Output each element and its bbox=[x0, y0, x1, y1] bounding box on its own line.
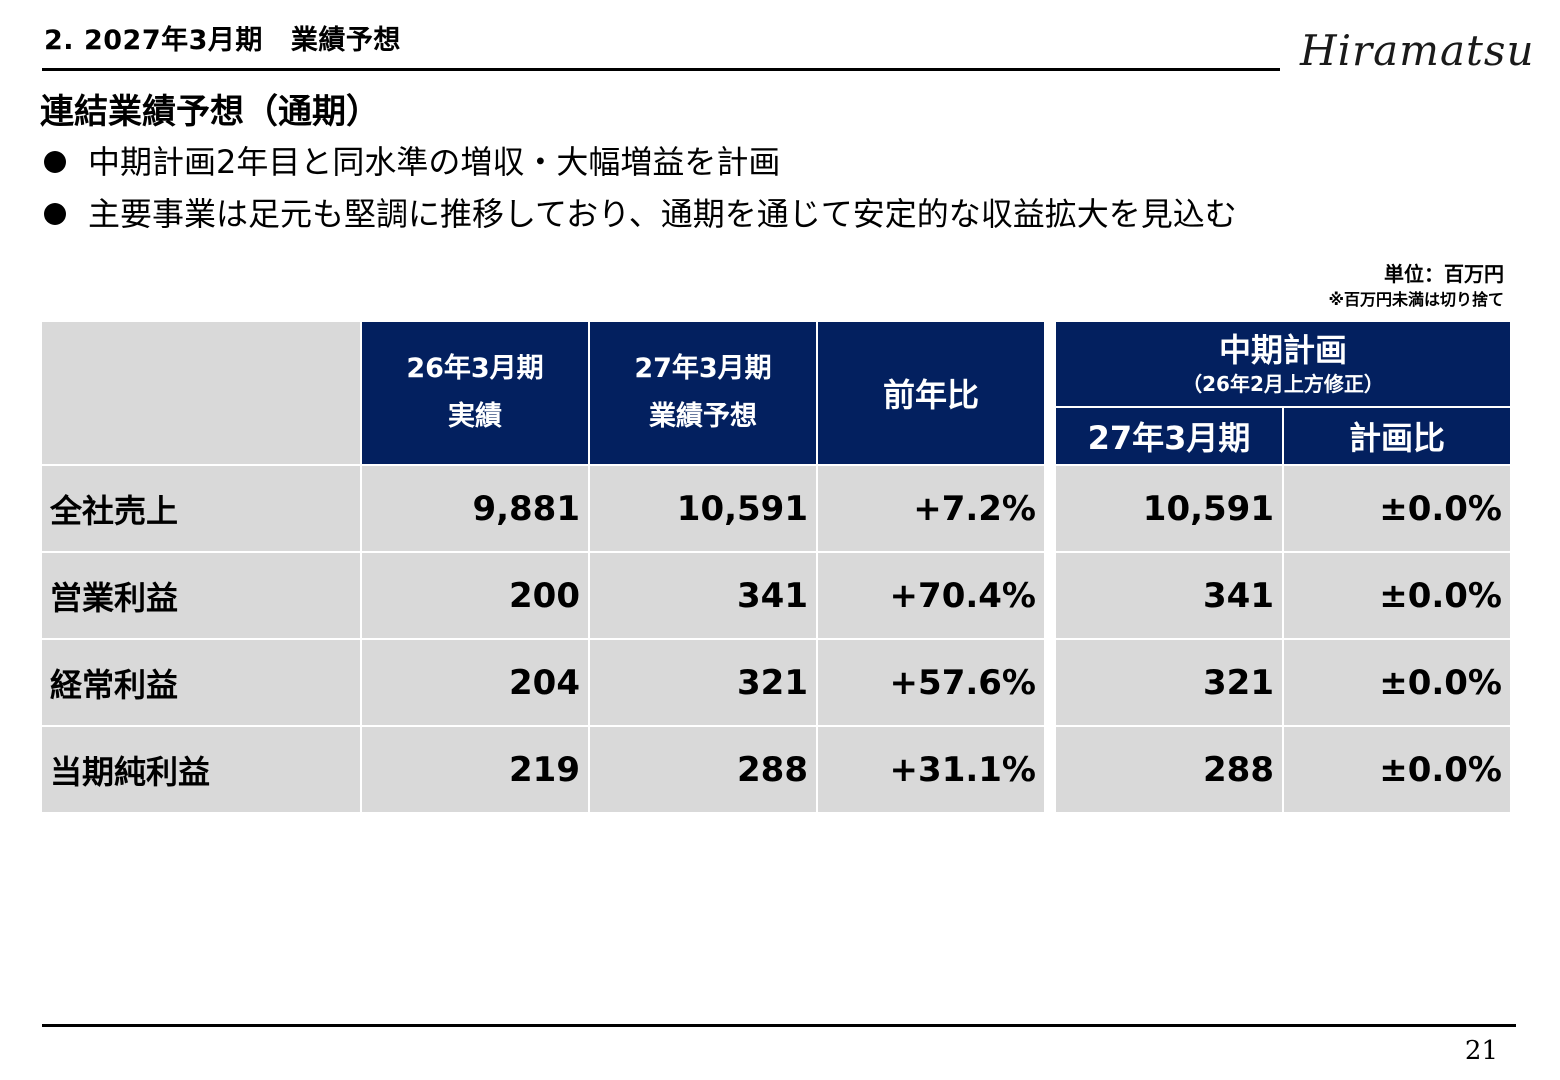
header-yoy: 前年比 bbox=[818, 322, 1044, 464]
section-title: 業績予想 bbox=[290, 25, 401, 56]
value-fy27: 10,591 bbox=[590, 466, 816, 551]
value-plan: 288 bbox=[1056, 727, 1282, 812]
header-divider bbox=[42, 68, 1280, 71]
value-fy26: 200 bbox=[362, 553, 588, 638]
value-yoy: +31.1% bbox=[818, 727, 1044, 812]
value-vs-plan: ±0.0% bbox=[1284, 640, 1510, 725]
value-yoy: +70.4% bbox=[818, 553, 1044, 638]
value-fy27: 341 bbox=[590, 553, 816, 638]
row-label: 営業利益 bbox=[42, 553, 360, 638]
unit-label: 単位：百万円 bbox=[1384, 262, 1504, 286]
unit-note: 単位：百万円 ※百万円未満は切り捨て bbox=[1328, 260, 1504, 312]
value-plan: 321 bbox=[1056, 640, 1282, 725]
value-fy26: 204 bbox=[362, 640, 588, 725]
value-vs-plan: ±0.0% bbox=[1284, 466, 1510, 551]
section-period: 2027年3月期 bbox=[83, 25, 263, 56]
header-fy26-actual: 26年3月期 実績 bbox=[362, 322, 588, 464]
bullet-dot-icon bbox=[44, 203, 66, 225]
page-number: 21 bbox=[1464, 1036, 1498, 1066]
page-title: 連結業績予想（通期） bbox=[40, 92, 380, 132]
value-plan: 341 bbox=[1056, 553, 1282, 638]
header-plan-fy27: 27年3月期 bbox=[1056, 408, 1282, 464]
value-fy27: 288 bbox=[590, 727, 816, 812]
value-yoy: +57.6% bbox=[818, 640, 1044, 725]
row-label: 全社売上 bbox=[42, 466, 360, 551]
value-fy27: 321 bbox=[590, 640, 816, 725]
value-fy26: 219 bbox=[362, 727, 588, 812]
value-vs-plan: ±0.0% bbox=[1284, 553, 1510, 638]
value-plan: 10,591 bbox=[1056, 466, 1282, 551]
bullet-dot-icon bbox=[44, 151, 66, 173]
value-fy26: 9,881 bbox=[362, 466, 588, 551]
section-number: 2. bbox=[44, 25, 75, 56]
row-label: 経常利益 bbox=[42, 640, 360, 725]
footer-divider bbox=[42, 1024, 1516, 1027]
header-plan-group: 中期計画 （26年2月上方修正） bbox=[1056, 322, 1510, 406]
header-fy27-forecast: 27年3月期 業績予想 bbox=[590, 322, 816, 464]
list-item: 中期計画2年目と同水準の増収・大幅増益を計画 bbox=[42, 136, 1237, 188]
company-logo: Hiramatsu bbox=[1300, 26, 1535, 75]
list-item: 主要事業は足元も堅調に推移しており、通期を通じて安定的な収益拡大を見込む bbox=[42, 188, 1237, 240]
header-blank-cell bbox=[42, 322, 360, 464]
bullet-text: 中期計画2年目と同水準の増収・大幅増益を計画 bbox=[88, 143, 781, 181]
rounding-note: ※百万円未満は切り捨て bbox=[1328, 290, 1504, 309]
forecast-table: 26年3月期 実績 27年3月期 業績予想 前年比 中期計画 （26年2月上方修… bbox=[42, 322, 1510, 812]
section-heading: 2. 2027年3月期 業績予想 bbox=[44, 18, 401, 57]
bullet-text: 主要事業は足元も堅調に推移しており、通期を通じて安定的な収益拡大を見込む bbox=[88, 195, 1237, 233]
header-plan-ratio: 計画比 bbox=[1284, 408, 1510, 464]
row-label: 当期純利益 bbox=[42, 727, 360, 812]
value-vs-plan: ±0.0% bbox=[1284, 727, 1510, 812]
value-yoy: +7.2% bbox=[818, 466, 1044, 551]
bullet-list: 中期計画2年目と同水準の増収・大幅増益を計画 主要事業は足元も堅調に推移しており… bbox=[42, 136, 1237, 240]
